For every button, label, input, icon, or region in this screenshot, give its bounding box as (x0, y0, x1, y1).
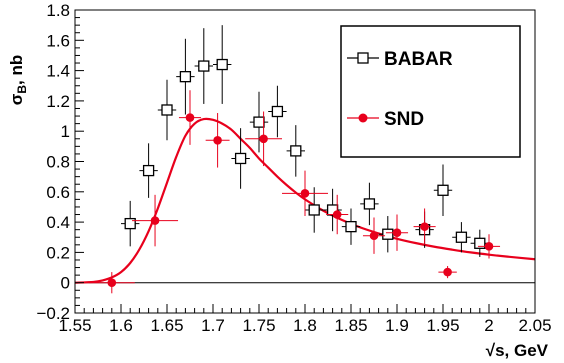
data-point (345, 220, 357, 233)
y-axis-title-main: σ (7, 93, 26, 105)
x-tick-label: 1.6 (109, 316, 133, 335)
legend-snd-marker (358, 113, 368, 123)
x-tick-label: 2 (484, 316, 493, 335)
y-tick-label: 1.2 (46, 92, 70, 111)
data-point (437, 184, 449, 196)
legend-babar-label: BABAR (384, 49, 453, 70)
data-point (124, 217, 136, 230)
data-point (420, 222, 429, 231)
series-babar (121, 25, 489, 257)
data-point (382, 228, 394, 240)
x-tick-label: 1.7 (201, 316, 225, 335)
x-tick-label: 2.05 (518, 316, 551, 335)
y-tick-label: 1.8 (46, 1, 70, 20)
y-axis-title-sub: B (15, 85, 29, 94)
data-point (234, 152, 247, 165)
legend-snd-label: SND (384, 109, 424, 130)
data-point (179, 71, 192, 83)
data-point (253, 116, 265, 128)
data-point (455, 231, 468, 243)
data-point (185, 113, 195, 122)
data-point (198, 60, 210, 72)
y-tick-label: 0.6 (46, 183, 70, 202)
x-tick-label: 1.8 (293, 316, 317, 335)
y-tick-label: 0 (61, 274, 70, 293)
data-point (332, 210, 342, 219)
data-point (259, 134, 268, 144)
x-tick-label: 1.65 (150, 316, 183, 335)
y-tick-label: −0.2 (36, 304, 70, 323)
legend-babar-marker (357, 52, 369, 64)
x-tick-label: 1.75 (242, 316, 275, 335)
x-tick-label: 1.9 (385, 316, 409, 335)
data-point (213, 135, 222, 145)
data-point (308, 204, 320, 216)
data-point (216, 58, 228, 71)
y-tick-label: 1.4 (46, 62, 70, 81)
data-point (290, 145, 302, 157)
y-axis-title-rest: , nb (7, 55, 26, 85)
data-point (392, 228, 402, 238)
data-point (161, 104, 173, 116)
data-point (484, 242, 494, 251)
ticks-layer (74, 9, 536, 314)
y-tick-label: 0.8 (46, 153, 70, 172)
x-tick-label: 1.85 (334, 316, 367, 335)
x-tick-label: 1.95 (426, 316, 459, 335)
fit-curve (74, 117, 536, 284)
data-point (300, 189, 310, 198)
y-tick-label: 0.2 (46, 243, 70, 262)
data-point (369, 231, 379, 241)
data-point (142, 164, 155, 177)
y-tick-label: 0.4 (46, 213, 70, 232)
data-point (150, 216, 160, 225)
data-point (363, 198, 376, 210)
data-layer (74, 25, 536, 294)
series-snd (88, 90, 501, 294)
data-point (107, 278, 117, 288)
data-point (271, 105, 284, 118)
x-axis-title: √s, GeV (486, 341, 549, 360)
legend-box (340, 25, 521, 158)
data-point (474, 237, 486, 249)
data-point (443, 267, 452, 277)
y-tick-label: 1 (61, 122, 70, 141)
y-axis-title: σB, nb (7, 55, 29, 106)
labels-layer: 1.55 1.6 1.65 1.7 1.75 1.8 1.85 1.9 1.95 2 2.05 −0.… (36, 1, 551, 335)
x-tick-label: 1.55 (58, 316, 91, 335)
legend: BABAR SND (340, 25, 521, 158)
y-tick-label: 1.6 (46, 31, 70, 50)
